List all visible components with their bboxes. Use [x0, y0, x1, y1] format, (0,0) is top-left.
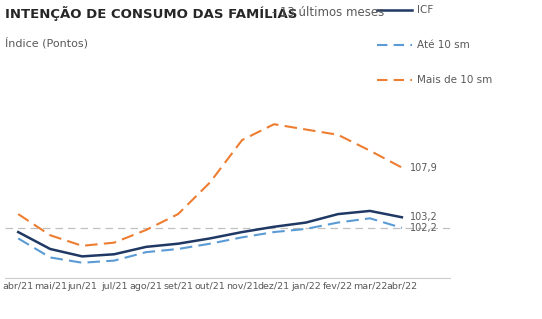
ICF: [399, 215, 405, 219]
Text: INTENÇÃO DE CONSUMO DAS FAMÍLIAS: INTENÇÃO DE CONSUMO DAS FAMÍLIAS: [5, 6, 298, 21]
ICF: [175, 242, 182, 246]
Mais de 10 sm: [303, 128, 309, 131]
ICF: [303, 221, 309, 225]
ICF: [143, 245, 150, 249]
ICF: [111, 252, 118, 256]
ICF: [15, 230, 22, 234]
Até 10 sm: [271, 230, 278, 234]
Mais de 10 sm: [15, 212, 22, 216]
Text: 102,2: 102,2: [410, 223, 438, 233]
Mais de 10 sm: [239, 138, 246, 142]
Mais de 10 sm: [111, 241, 118, 245]
ICF: [367, 209, 373, 213]
Mais de 10 sm: [271, 122, 278, 126]
Mais de 10 sm: [143, 228, 150, 232]
ICF: [271, 225, 278, 229]
ICF: [79, 255, 86, 258]
Até 10 sm: [207, 242, 214, 246]
Mais de 10 sm: [175, 212, 182, 216]
Line: ICF: ICF: [18, 211, 402, 256]
Text: Até 10 sm: Até 10 sm: [417, 40, 470, 50]
Text: 107,9: 107,9: [410, 163, 437, 173]
Text: Mais de 10 sm: Mais de 10 sm: [417, 75, 493, 85]
Até 10 sm: [239, 235, 246, 239]
Text: Índice (Pontos): Índice (Pontos): [5, 37, 88, 48]
Mais de 10 sm: [79, 244, 86, 248]
Até 10 sm: [15, 236, 22, 240]
Até 10 sm: [303, 227, 309, 231]
Line: Mais de 10 sm: Mais de 10 sm: [18, 124, 402, 246]
Mais de 10 sm: [399, 166, 405, 169]
Text: 103,2: 103,2: [410, 212, 437, 222]
Mais de 10 sm: [47, 233, 54, 237]
Text: - 13 últimos meses: - 13 últimos meses: [268, 6, 384, 19]
Até 10 sm: [111, 259, 118, 263]
Line: Até 10 sm: Até 10 sm: [18, 218, 402, 263]
Mais de 10 sm: [367, 149, 373, 152]
ICF: [239, 230, 246, 234]
Até 10 sm: [79, 261, 86, 265]
Até 10 sm: [367, 216, 373, 220]
Text: ICF: ICF: [417, 4, 434, 15]
Mais de 10 sm: [335, 133, 341, 137]
Mais de 10 sm: [207, 181, 214, 184]
Até 10 sm: [175, 247, 182, 251]
ICF: [207, 236, 214, 240]
Até 10 sm: [399, 226, 405, 230]
Até 10 sm: [143, 250, 150, 254]
Até 10 sm: [335, 221, 341, 225]
Até 10 sm: [47, 256, 54, 259]
ICF: [335, 212, 341, 216]
ICF: [47, 247, 54, 251]
